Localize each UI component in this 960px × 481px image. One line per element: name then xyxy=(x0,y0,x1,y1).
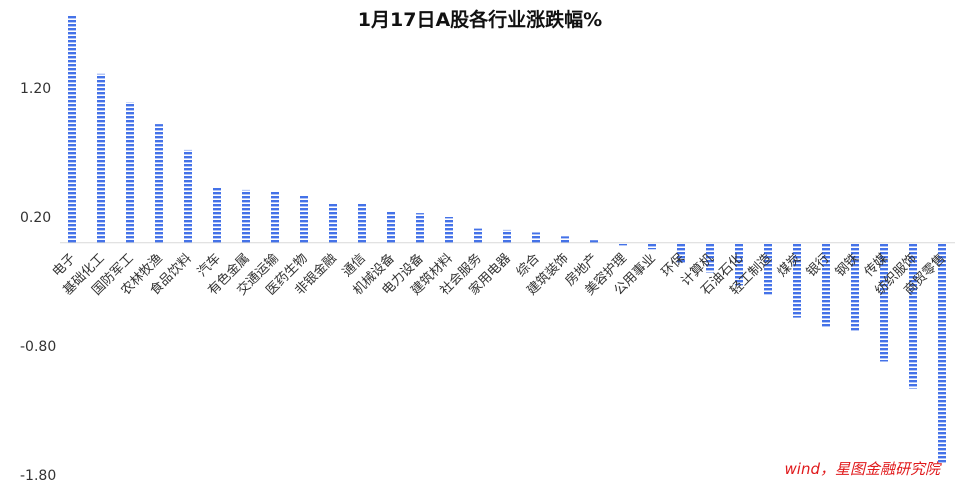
bar xyxy=(97,73,105,243)
bar xyxy=(416,213,424,243)
bar xyxy=(619,242,627,246)
bar xyxy=(764,242,772,295)
bar xyxy=(474,228,482,243)
bar xyxy=(68,15,76,243)
bar xyxy=(851,242,859,331)
bar xyxy=(271,191,279,243)
y-tick-label: 1.20 xyxy=(20,81,51,97)
bar xyxy=(445,217,453,243)
bar xyxy=(329,202,337,243)
bar xyxy=(126,102,134,243)
y-tick-label: -1.80 xyxy=(20,468,56,481)
bar xyxy=(706,242,714,273)
bar xyxy=(677,242,685,264)
chart-title: 1月17日A股各行业涨跌幅% xyxy=(358,8,602,31)
bar xyxy=(213,187,221,243)
bar-series xyxy=(68,15,946,464)
bar xyxy=(561,236,569,243)
bar xyxy=(648,242,656,250)
bar xyxy=(909,242,917,389)
bar xyxy=(822,242,830,328)
bar xyxy=(358,202,366,243)
source-note: wind，星图金融研究院 xyxy=(785,460,942,478)
bar xyxy=(793,242,801,318)
bar xyxy=(938,242,946,464)
bar xyxy=(300,195,308,243)
bar xyxy=(155,124,163,243)
bar xyxy=(590,240,598,243)
y-axis: 1.20 0.20 -0.80 -1.80 xyxy=(20,81,56,481)
bar xyxy=(735,242,743,286)
bar xyxy=(184,149,192,243)
y-tick-label: -0.80 xyxy=(20,339,56,355)
bar xyxy=(532,232,540,243)
bar xyxy=(880,242,888,362)
bar xyxy=(503,229,511,243)
bar xyxy=(387,210,395,243)
bar xyxy=(242,189,250,243)
y-tick-label: 0.20 xyxy=(20,210,51,226)
